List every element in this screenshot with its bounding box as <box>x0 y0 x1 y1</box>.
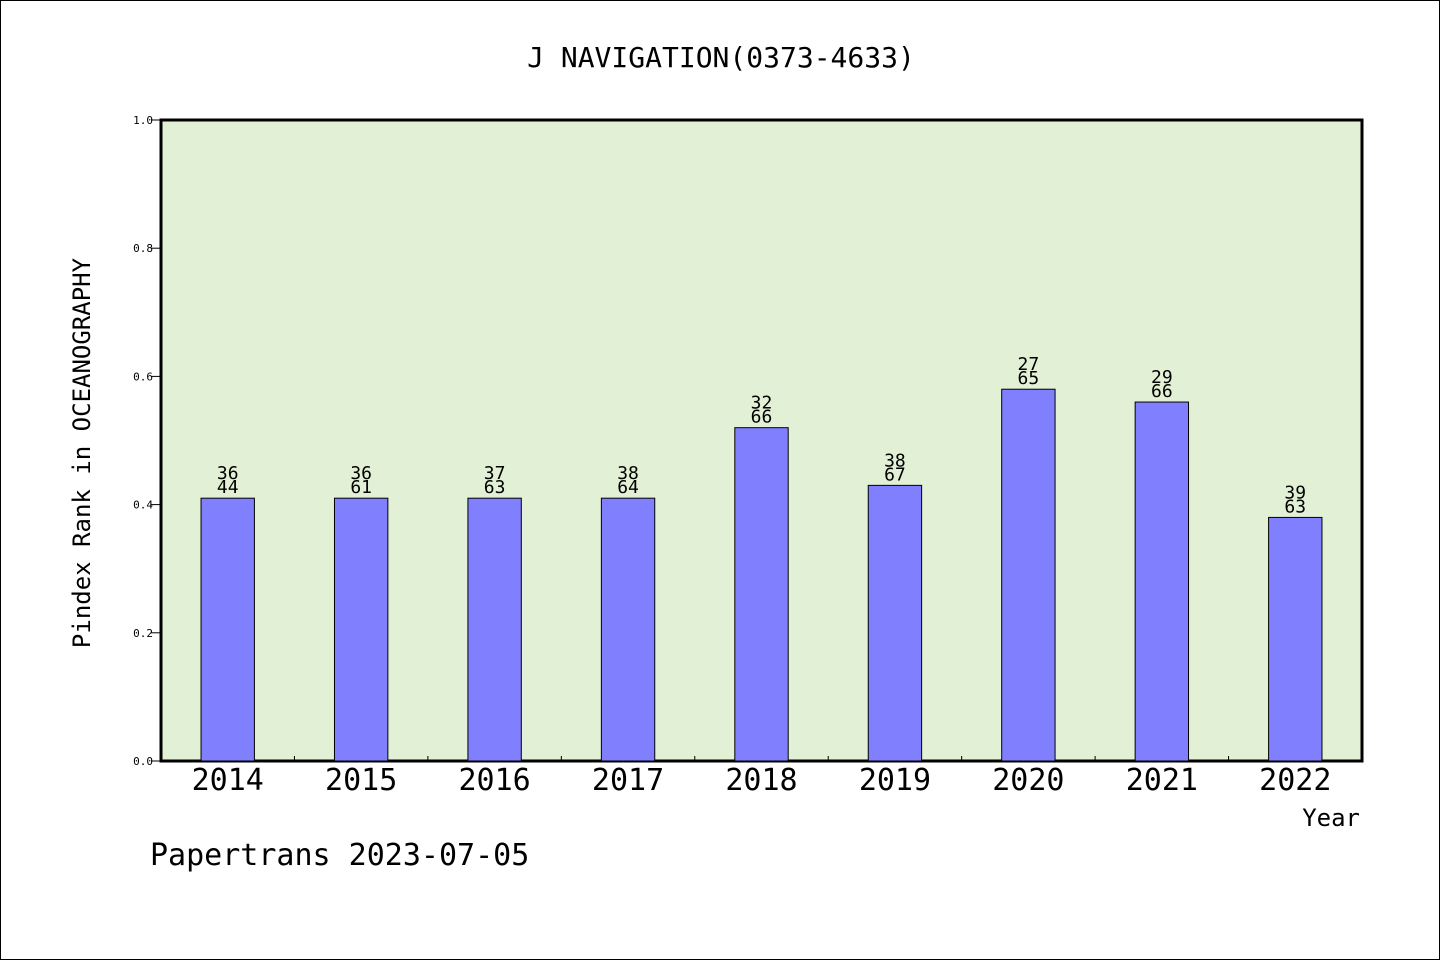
bar-data-label-bottom: 61 <box>350 477 372 498</box>
x-tick-label: 2016 <box>458 763 530 798</box>
x-tick-label: 2018 <box>725 763 797 798</box>
x-tick-label: 2014 <box>192 763 264 798</box>
x-axis-label: Year <box>1302 804 1360 832</box>
bar-data-label-top: 29 <box>1151 367 1173 388</box>
bar-data-label-bottom: 67 <box>884 464 906 485</box>
bar-data-label-bottom: 44 <box>217 477 239 498</box>
footer-text: Papertrans 2023-07-05 <box>150 838 529 873</box>
bar <box>200 497 255 762</box>
y-tick-label: 0.8 <box>133 242 153 255</box>
bar-data-label-bottom: 63 <box>484 477 506 498</box>
bar-data-label-top: 36 <box>217 463 239 484</box>
x-tick-label: 2015 <box>325 763 397 798</box>
y-tick-label: 0.2 <box>133 627 153 640</box>
bar <box>467 497 522 762</box>
chart-title: J NAVIGATION(0373-4633) <box>527 41 915 74</box>
x-tick-label: 2019 <box>859 763 931 798</box>
bar-data-label-bottom: 63 <box>1284 496 1306 517</box>
x-tick-label: 2021 <box>1126 763 1198 798</box>
x-tick-label: 2017 <box>592 763 664 798</box>
bar <box>867 484 923 762</box>
bar-data-label-top: 38 <box>617 463 639 484</box>
bar-data-label-bottom: 66 <box>1151 381 1173 402</box>
y-axis-label: Pindex Rank in OCEANOGRAPHY <box>68 257 96 648</box>
bar-data-label-top: 37 <box>484 463 506 484</box>
y-tick-label: 0.6 <box>133 370 153 383</box>
bar <box>1268 516 1323 762</box>
bar-data-label-bottom: 66 <box>751 407 773 428</box>
x-axis: 2014 2015 2016 2017 2018 2019 2020 2021 2022 <box>192 756 1331 798</box>
bar-data-label-top: 27 <box>1018 354 1040 375</box>
y-axis: 0.0 0.2 0.4 0.6 0.8 1.0 <box>133 114 161 768</box>
bar-data-label-top: 36 <box>350 463 372 484</box>
bar <box>1001 388 1056 762</box>
bar-data-label-bottom: 65 <box>1018 368 1040 389</box>
bar-data-label-top: 38 <box>884 450 906 471</box>
bar-data-label-bottom: 64 <box>617 477 639 498</box>
y-tick-label: 0.4 <box>133 499 153 512</box>
y-tick-label: 1.0 <box>133 114 153 127</box>
bar <box>734 427 789 762</box>
bar <box>333 497 389 762</box>
bar-data-label-top: 39 <box>1284 482 1306 503</box>
bar <box>600 497 656 762</box>
bar-data-label-top: 32 <box>751 393 773 414</box>
x-tick-label: 2020 <box>992 763 1064 798</box>
bar <box>1134 401 1190 762</box>
y-tick-label: 0.0 <box>133 755 153 768</box>
x-tick-label: 2022 <box>1259 763 1331 798</box>
